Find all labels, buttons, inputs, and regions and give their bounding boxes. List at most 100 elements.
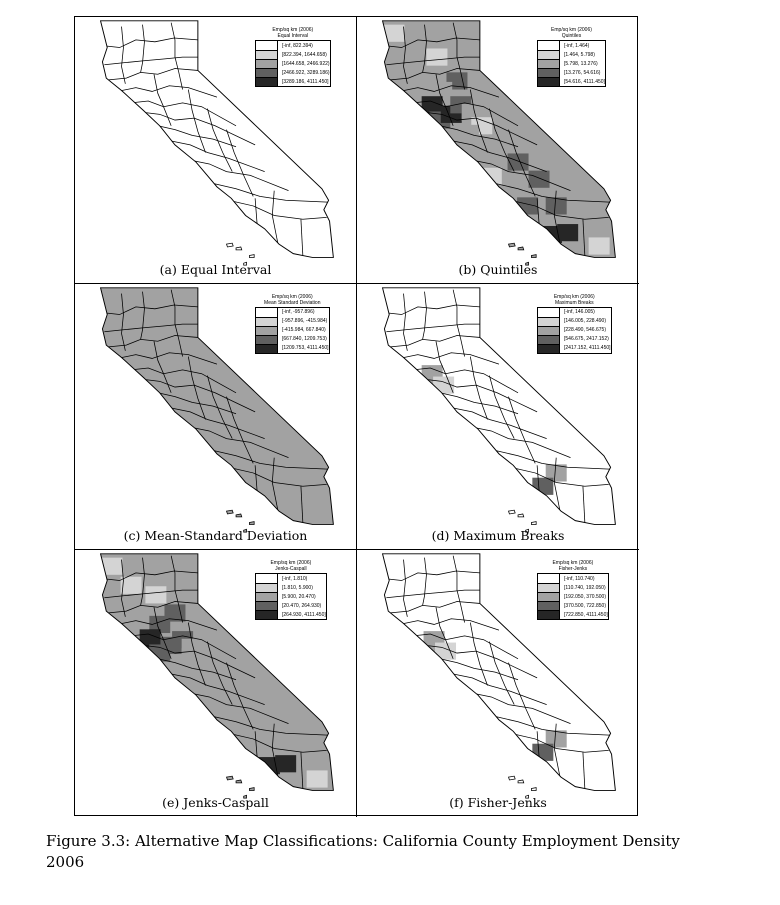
county-fill (532, 744, 554, 762)
county-fill (410, 77, 432, 95)
legend-subtitle: Equal Interval (277, 33, 309, 39)
legend-title: Emp/sq km (2006) (551, 27, 592, 33)
county-border (207, 641, 233, 706)
legend-swatch (538, 59, 560, 68)
california-county-map (381, 286, 616, 533)
state-outline (381, 553, 616, 792)
county-border (226, 662, 254, 730)
county-border (226, 396, 254, 464)
county-border (403, 26, 408, 84)
county-border (386, 323, 480, 332)
california-county-map (99, 553, 334, 799)
county-border (425, 645, 538, 679)
legend-row: [-inf, 146.005) (538, 307, 611, 317)
county-border (170, 289, 183, 357)
legend-box: [-inf, 1.810) [1.810, 5.900) [5.900, 20.47… (255, 573, 327, 621)
county-border (493, 715, 610, 736)
county-border (435, 74, 454, 126)
legend-class-label: [110.740, 192.050) (564, 584, 606, 591)
county-border (187, 356, 206, 420)
county-fill (145, 586, 167, 604)
legend-class-label: [-inf, -957.896) (282, 309, 315, 316)
county-border (582, 219, 586, 256)
county-border (508, 129, 536, 197)
legend-title: Emp/sq km (2006) (270, 560, 312, 567)
legend-swatch (256, 316, 278, 326)
legend-swatch (256, 592, 278, 602)
county-border (493, 449, 610, 470)
county-border (153, 74, 172, 126)
county-border (170, 22, 183, 90)
county-border (171, 407, 265, 439)
legend-row: [5.900, 20.470) (256, 592, 326, 602)
legend-row: [-inf, 1.464) (538, 41, 605, 50)
legend-swatch (538, 316, 560, 326)
legend-swatch (256, 610, 278, 620)
island (525, 528, 529, 533)
island (507, 776, 516, 781)
county-border (121, 293, 126, 351)
legend-swatch (538, 334, 560, 344)
county-border (553, 723, 561, 778)
county-border (207, 108, 233, 172)
county-border (425, 112, 538, 146)
legend-class-label: [5.900, 20.470) (282, 593, 316, 600)
figure-grid: Emp/sq km (2006) Equal Interval [-inf, 822… (74, 16, 639, 817)
legend-row: [3289.186, 4111.450] (256, 77, 330, 86)
legend-box: [-inf, 110.740) [110.740, 192.050) [192.05… (537, 573, 609, 621)
legend-class-label: [1.810, 5.900) (282, 584, 313, 591)
island (525, 261, 529, 266)
legend-swatch (538, 583, 560, 593)
island (243, 261, 247, 266)
county-border (140, 557, 145, 606)
county-fill (480, 167, 502, 185)
legend-row: [546.675, 2417.152) (538, 334, 611, 344)
legend-box: [-inf, -957.896) [-957.896, -415.984) [-41… (255, 306, 330, 354)
legend-subtitle: Jenks-Caspall (275, 566, 307, 573)
county-border (439, 658, 519, 681)
county-fill (193, 650, 215, 668)
island (235, 513, 243, 517)
legend-title: Emp/sq km (2006) (272, 27, 314, 33)
county-border (425, 378, 538, 412)
legend-class-label: [-inf, 822.394) (282, 42, 313, 49)
legend-swatch (256, 583, 278, 593)
county-border (107, 334, 198, 348)
state-outline (381, 20, 616, 258)
county-border (104, 590, 198, 599)
county-border (422, 24, 427, 73)
island (531, 520, 537, 525)
county-border (140, 24, 145, 73)
county-border (435, 340, 454, 393)
county-border (472, 693, 571, 725)
legend-swatch (256, 601, 278, 611)
legend-swatch (256, 68, 278, 77)
legend-class-label: [722.850, 4111.450] (564, 611, 608, 618)
county-border (117, 618, 218, 631)
county-border (493, 182, 610, 203)
legend-class-label: [546.675, 2417.152) (564, 336, 609, 343)
legend-class-label: [20.470, 264.930) (282, 602, 322, 609)
county-border (389, 334, 480, 348)
county-border (508, 396, 536, 464)
legend-row: [-inf, -957.896) (256, 307, 329, 317)
legend-class-label: [1209.753, 4111.450] (282, 345, 329, 352)
county-border (143, 112, 256, 146)
county-border (472, 426, 571, 458)
state-outline (99, 553, 334, 792)
county-border (271, 190, 279, 245)
island (531, 787, 537, 792)
county-border (452, 22, 465, 90)
legend-swatch (256, 41, 278, 50)
island (243, 795, 247, 799)
legend-row: [722.850, 4111.450] (538, 610, 608, 620)
legend-box: [-inf, 146.005) [146.005, 228.490) [228.49… (537, 306, 612, 354)
county-border (510, 466, 609, 487)
legend-row: [146.005, 228.490) (538, 316, 611, 326)
county-fill (545, 730, 567, 748)
california-county-map (99, 286, 334, 533)
legend-class-label: [822.394, 1644.658) (282, 51, 327, 58)
county-border (271, 723, 279, 778)
legend-class-label: [146.005, 228.490) (564, 318, 606, 325)
county-border (228, 733, 327, 754)
